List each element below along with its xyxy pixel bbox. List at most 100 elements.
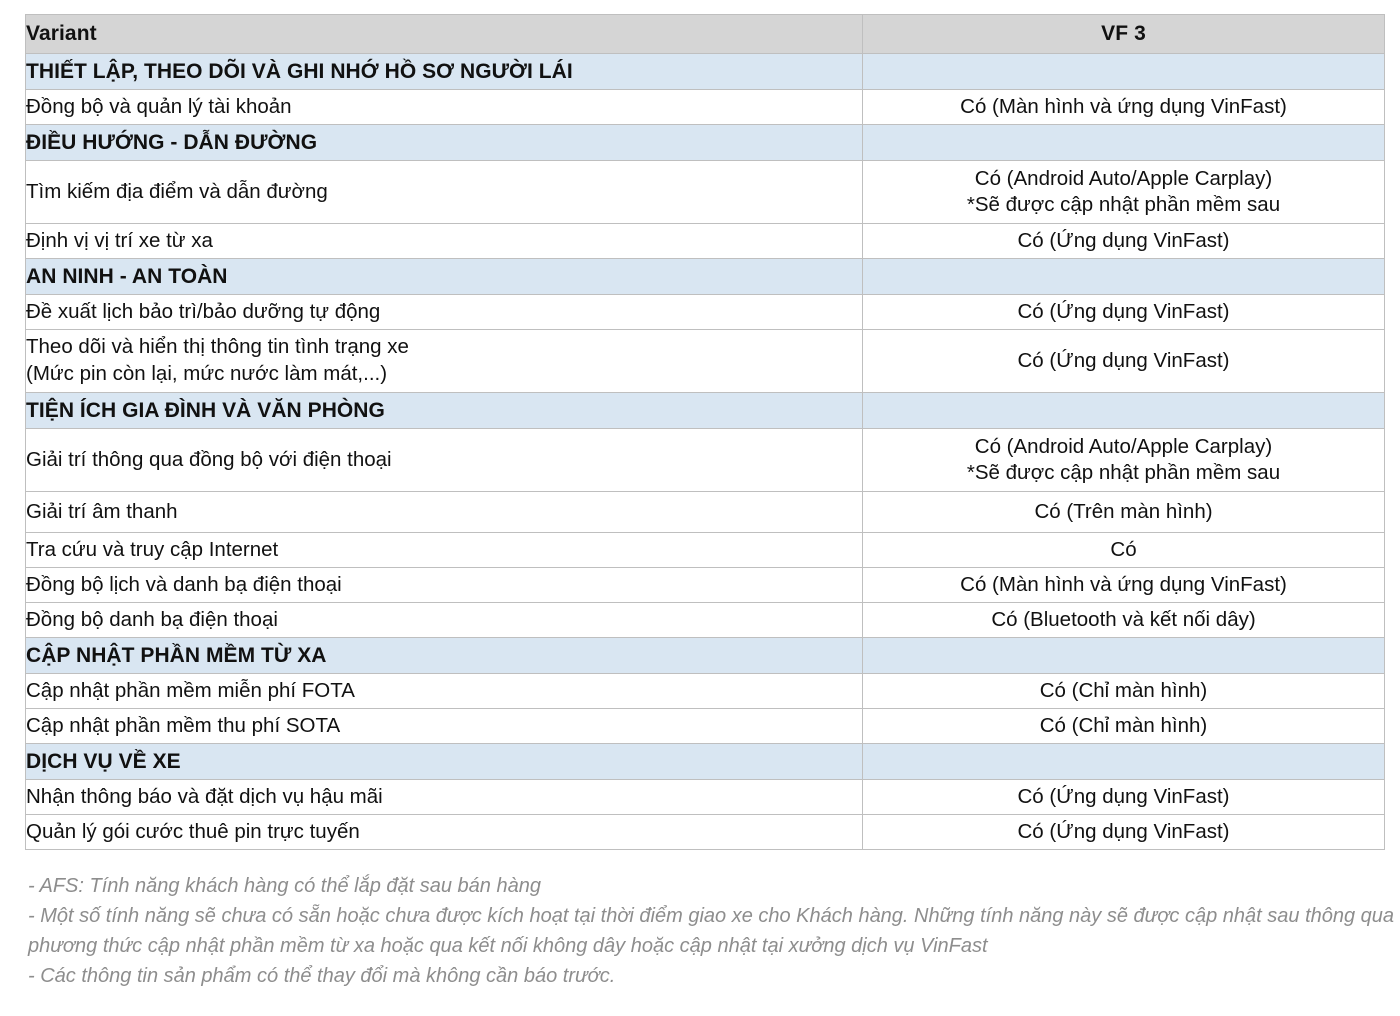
feature-value-line: Có (Bluetooth và kết nối dây) [991,607,1256,631]
footnote-line: - Các thông tin sản phẩm có thể thay đổi… [28,965,616,988]
feature-label: Tra cứu và truy cập Internet [25,532,863,568]
table-row: Đồng bộ lịch và danh bạ điện thoại Có (Mà… [25,567,1385,603]
feature-label: Định vị vị trí xe từ xa [25,223,863,259]
feature-label: Giải trí thông qua đồng bộ với điện thoạ… [25,428,863,492]
feature-value-line: Có (Ứng dụng VinFast) [1017,819,1230,843]
feature-value: Có (Ứng dụng VinFast) [862,329,1385,393]
feature-label: Cập nhật phần mềm thu phí SOTA [25,708,863,744]
feature-label: Tìm kiếm địa điểm và dẫn đường [25,160,863,224]
feature-value: Có [862,532,1385,568]
feature-label-line: Theo dõi và hiển thị thông tin tình trạn… [26,335,409,359]
feature-value-line: Có [1110,537,1137,561]
feature-label: Quản lý gói cước thuê pin trực tuyến [25,814,863,850]
section-value-cell [862,637,1385,674]
table-row: Nhận thông báo và đặt dịch vụ hậu mãi Có … [25,779,1385,815]
feature-value: Có (Ứng dụng VinFast) [862,294,1385,330]
feature-label: Cập nhật phần mềm miễn phí FOTA [25,673,863,709]
feature-label-line-2: (Mức pin còn lại, mức nước làm mát,...) [26,362,388,385]
table-row: Đồng bộ danh bạ điện thoại Có (Bluetooth … [25,602,1385,638]
table-row: Tìm kiếm địa điểm và dẫn đường Có (Androi… [25,160,1385,224]
table-body: THIẾT LẬP, THEO DÕI VÀ GHI NHỚ HỒ SƠ NGƯ… [25,53,1385,850]
feature-label-line: Quản lý gói cước thuê pin trực tuyến [26,819,360,843]
feature-label: Nhận thông báo và đặt dịch vụ hậu mãi [25,779,863,815]
feature-label: Đồng bộ danh bạ điện thoại [25,602,863,638]
feature-label-line: Đồng bộ danh bạ điện thoại [26,607,278,631]
section-value-cell [862,258,1385,295]
table-header-row: Variant VF 3 [25,14,1385,54]
feature-value-line: Có (Ứng dụng VinFast) [1017,348,1230,372]
feature-label-line: Tìm kiếm địa điểm và dẫn đường [26,179,328,203]
feature-value-line: Có (Android Auto/Apple Carplay) [974,166,1273,190]
feature-value: Có (Android Auto/Apple Carplay) *Sẽ được … [862,160,1385,224]
feature-value: Có (Ứng dụng VinFast) [862,223,1385,259]
feature-comparison-table: Variant VF 3 THIẾT LẬP, THEO DÕI VÀ GHI … [25,14,1385,850]
feature-label-line: Cập nhật phần mềm miễn phí FOTA [26,678,355,702]
feature-value: Có (Màn hình và ứng dụng VinFast) [862,567,1385,603]
table-row: Định vị vị trí xe từ xa Có (Ứng dụng VinF… [25,223,1385,259]
table-row: Cập nhật phần mềm miễn phí FOTA Có (Chỉ m… [25,673,1385,709]
table-section-row: DỊCH VỤ VỀ XE [25,743,1385,780]
section-title: THIẾT LẬP, THEO DÕI VÀ GHI NHỚ HỒ SƠ NGƯ… [25,53,863,90]
footnote-line: - Một số tính năng sẽ chưa có sẵn hoặc c… [28,905,1395,957]
feature-label-line: Tra cứu và truy cập Internet [26,537,279,561]
feature-value: Có (Ứng dụng VinFast) [862,779,1385,815]
table-row: Đồng bộ và quản lý tài khoản Có (Màn hình… [25,89,1385,125]
feature-value-line: Có (Ứng dụng VinFast) [1017,228,1230,252]
table-section-row: TIỆN ÍCH GIA ĐÌNH VÀ VĂN PHÒNG [25,392,1385,429]
footnote-line: - AFS: Tính năng khách hàng có thể lắp đ… [28,875,541,897]
section-title: DỊCH VỤ VỀ XE [25,743,863,780]
section-value-cell [862,392,1385,429]
feature-label-line: Định vị vị trí xe từ xa [26,228,213,252]
feature-value: Có (Bluetooth và kết nối dây) [862,602,1385,638]
feature-value-line: Có (Màn hình và ứng dụng VinFast) [960,572,1287,596]
feature-value-line: Có (Android Auto/Apple Carplay) [974,434,1273,458]
feature-label-line: Giải trí âm thanh [26,499,178,523]
column-header-variant: Variant [25,14,863,54]
feature-value: Có (Android Auto/Apple Carplay) *Sẽ được … [862,428,1385,492]
feature-value-line: Có (Ứng dụng VinFast) [1017,784,1230,808]
feature-value-line-2: *Sẽ được cập nhật phần mềm sau [966,193,1281,216]
feature-value: Có (Màn hình và ứng dụng VinFast) [862,89,1385,125]
section-title: ĐIỀU HƯỚNG - DẪN ĐƯỜNG [25,124,863,161]
section-title: TIỆN ÍCH GIA ĐÌNH VÀ VĂN PHÒNG [25,392,863,429]
feature-value-line: Có (Màn hình và ứng dụng VinFast) [960,94,1287,118]
table-row: Đề xuất lịch bảo trì/bảo dưỡng tự động Có… [25,294,1385,330]
feature-value-line: Có (Chỉ màn hình) [1039,713,1208,737]
feature-label-line: Cập nhật phần mềm thu phí SOTA [26,713,341,737]
section-title: AN NINH - AN TOÀN [25,258,863,295]
footnotes-block: - AFS: Tính năng khách hàng có thể lắp đ… [25,872,1400,992]
table-section-row: THIẾT LẬP, THEO DÕI VÀ GHI NHỚ HỒ SƠ NGƯ… [25,53,1385,90]
feature-value: Có (Ứng dụng VinFast) [862,814,1385,850]
table-row: Giải trí thông qua đồng bộ với điện thoạ… [25,428,1385,492]
section-value-cell [862,743,1385,780]
feature-label-line: Nhận thông báo và đặt dịch vụ hậu mãi [26,784,383,808]
feature-value: Có (Trên màn hình) [862,491,1385,533]
feature-label-line: Đồng bộ lịch và danh bạ điện thoại [26,572,342,596]
table-section-row: ĐIỀU HƯỚNG - DẪN ĐƯỜNG [25,124,1385,161]
table-section-row: AN NINH - AN TOÀN [25,258,1385,295]
feature-label-line: Giải trí thông qua đồng bộ với điện thoạ… [26,447,392,471]
table-row: Cập nhật phần mềm thu phí SOTA Có (Chỉ mà… [25,708,1385,744]
section-value-cell [862,124,1385,161]
section-value-cell [862,53,1385,90]
feature-label: Giải trí âm thanh [25,491,863,533]
table-row: Tra cứu và truy cập Internet Có [25,532,1385,568]
table-row: Giải trí âm thanh Có (Trên màn hình) [25,491,1385,533]
table-row: Quản lý gói cước thuê pin trực tuyến Có (… [25,814,1385,850]
table-section-row: CẬP NHẬT PHẦN MỀM TỪ XA [25,637,1385,674]
feature-label-line: Đồng bộ và quản lý tài khoản [26,94,292,118]
feature-value-line: Có (Ứng dụng VinFast) [1017,299,1230,323]
feature-label: Đề xuất lịch bảo trì/bảo dưỡng tự động [25,294,863,330]
table-row: Theo dõi và hiển thị thông tin tình trạn… [25,329,1385,393]
feature-value: Có (Chỉ màn hình) [862,673,1385,709]
feature-value-line-2: *Sẽ được cập nhật phần mềm sau [966,461,1281,484]
column-header-vf3: VF 3 [862,14,1385,54]
feature-label: Đồng bộ và quản lý tài khoản [25,89,863,125]
feature-label: Theo dõi và hiển thị thông tin tình trạn… [25,329,863,393]
feature-value: Có (Chỉ màn hình) [862,708,1385,744]
feature-value-line: Có (Chỉ màn hình) [1039,678,1208,702]
feature-label-line: Đề xuất lịch bảo trì/bảo dưỡng tự động [26,299,381,323]
table-header: Variant VF 3 [25,14,1385,54]
feature-value-line: Có (Trên màn hình) [1034,499,1213,523]
